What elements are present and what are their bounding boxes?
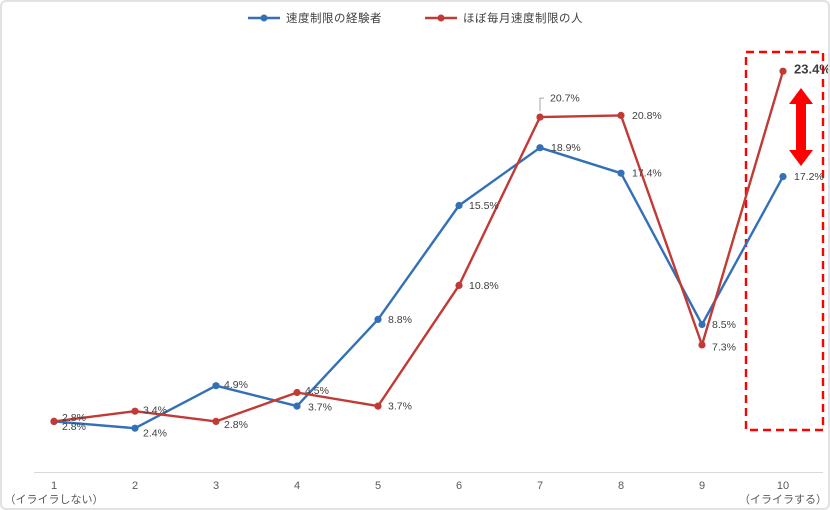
data-point-s0-x8 bbox=[617, 169, 625, 177]
data-label-s1-x8: 20.8% bbox=[632, 110, 662, 122]
data-point-s0-x2 bbox=[131, 424, 139, 432]
x-axis-max-sublabel: （イライラする） bbox=[739, 493, 827, 506]
label-leader-line bbox=[539, 97, 544, 112]
data-label-s1-x1: 2.8% bbox=[62, 421, 86, 433]
data-point-s1-x8 bbox=[617, 111, 625, 119]
x-tick-label: 6 bbox=[456, 480, 462, 492]
data-point-s0-x6 bbox=[455, 201, 463, 210]
highlight-dashed-box bbox=[744, 50, 825, 432]
x-tick-label: 10 bbox=[777, 480, 789, 492]
x-tick-label: 9 bbox=[699, 480, 705, 492]
data-label-s1-x6: 10.8% bbox=[469, 280, 499, 292]
data-point-s1-x2 bbox=[131, 407, 139, 415]
data-point-s0-x10 bbox=[779, 173, 787, 181]
gap-double-arrow bbox=[789, 88, 813, 166]
data-point-s1-x10 bbox=[779, 67, 787, 75]
data-point-s1-x4 bbox=[293, 388, 301, 397]
data-label-s0-x7: 18.9% bbox=[551, 142, 581, 154]
legend-item-series-1: ほぼ毎月速度制限の人 bbox=[424, 10, 583, 26]
data-label-s1-x3: 2.8% bbox=[224, 419, 248, 431]
data-label-s1-x5: 3.7% bbox=[388, 401, 412, 413]
data-label-s0-x4: 3.7% bbox=[308, 402, 332, 414]
data-point-s1-x1 bbox=[50, 417, 58, 425]
data-point-s0-x3 bbox=[212, 382, 220, 390]
data-label-s0-x2: 2.4% bbox=[143, 428, 167, 440]
data-point-s1-x3 bbox=[212, 417, 220, 425]
data-label-s0-x5: 8.8% bbox=[388, 314, 412, 326]
data-point-s1-x6 bbox=[455, 281, 463, 289]
x-axis-min-sublabel: （イライラしない） bbox=[5, 493, 104, 506]
series-line-1 bbox=[52, 69, 785, 423]
data-point-s0-x7 bbox=[536, 144, 544, 152]
x-tick-label: 2 bbox=[132, 480, 138, 492]
series-line-0 bbox=[52, 146, 785, 430]
data-label-s0-x8: 17.4% bbox=[632, 168, 662, 180]
data-label-s0-x3: 4.9% bbox=[224, 379, 248, 391]
data-point-s0-x5 bbox=[374, 315, 382, 323]
data-label-s0-x10: 17.2% bbox=[794, 171, 824, 183]
data-point-s1-x9 bbox=[698, 341, 706, 349]
x-tick-label: 1 bbox=[51, 480, 57, 492]
chart-legend: 速度制限の経験者 ほぼ毎月速度制限の人 bbox=[2, 10, 828, 26]
data-point-s0-x4 bbox=[293, 402, 301, 410]
data-label-s1-x2: 3.4% bbox=[143, 405, 167, 417]
legend-marker-line-dot-blue bbox=[248, 14, 280, 22]
legend-marker-line-dot-red bbox=[425, 14, 457, 22]
data-label-s1-x7: 20.7% bbox=[550, 93, 580, 105]
legend-label-series-0: 速度制限の経験者 bbox=[286, 13, 382, 25]
data-label-s1-x10: 23.4% bbox=[794, 62, 830, 77]
data-point-s0-x9 bbox=[698, 320, 706, 329]
x-tick-label: 8 bbox=[618, 480, 624, 492]
data-point-s1-x5 bbox=[374, 402, 382, 410]
legend-label-series-1: ほぼ毎月速度制限の人 bbox=[463, 13, 583, 25]
data-label-s0-x9: 8.5% bbox=[712, 319, 736, 331]
x-tick-label: 7 bbox=[537, 480, 543, 492]
legend-item-series-0: 速度制限の経験者 bbox=[247, 10, 382, 26]
data-label-s0-x6: 15.5% bbox=[469, 200, 499, 212]
data-label-s1-x9: 7.3% bbox=[712, 341, 736, 353]
x-tick-label: 4 bbox=[294, 480, 300, 492]
x-tick-label: 5 bbox=[375, 480, 381, 492]
x-tick-label: 3 bbox=[213, 480, 219, 492]
data-label-s1-x4: 4.5% bbox=[305, 385, 329, 397]
data-point-s1-x7 bbox=[536, 113, 544, 121]
data-label-s0-x1: 2.8% bbox=[62, 412, 86, 424]
